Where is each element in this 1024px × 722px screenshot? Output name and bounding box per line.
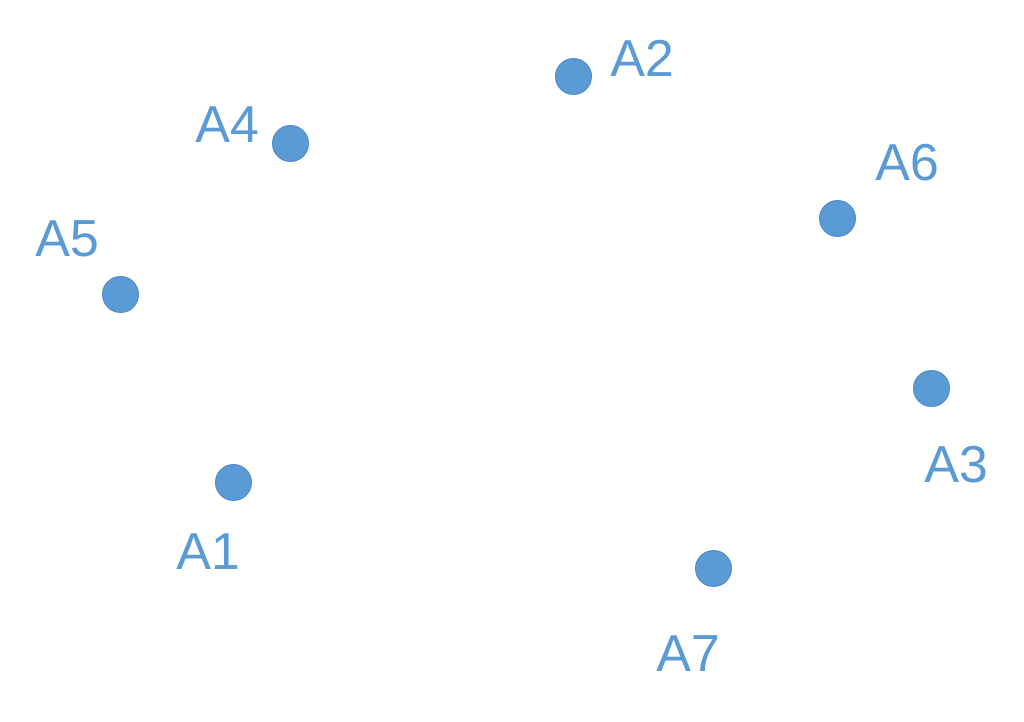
point-a6-dot — [818, 199, 856, 237]
point-a5-dot — [101, 275, 139, 313]
point-a6-label: A6 — [875, 134, 939, 192]
point-a4-label: A4 — [195, 96, 259, 154]
point-a1-label: A1 — [176, 523, 240, 581]
point-a3-label: A3 — [924, 436, 988, 494]
point-a2-dot — [554, 57, 592, 95]
point-a2-label: A2 — [610, 30, 674, 88]
point-a5-label: A5 — [35, 210, 99, 268]
point-a7-label: A7 — [656, 625, 720, 683]
point-a4-dot — [271, 124, 309, 162]
point-a3-dot — [912, 369, 950, 407]
point-a1-dot — [214, 463, 252, 501]
point-a7-dot — [694, 549, 732, 587]
